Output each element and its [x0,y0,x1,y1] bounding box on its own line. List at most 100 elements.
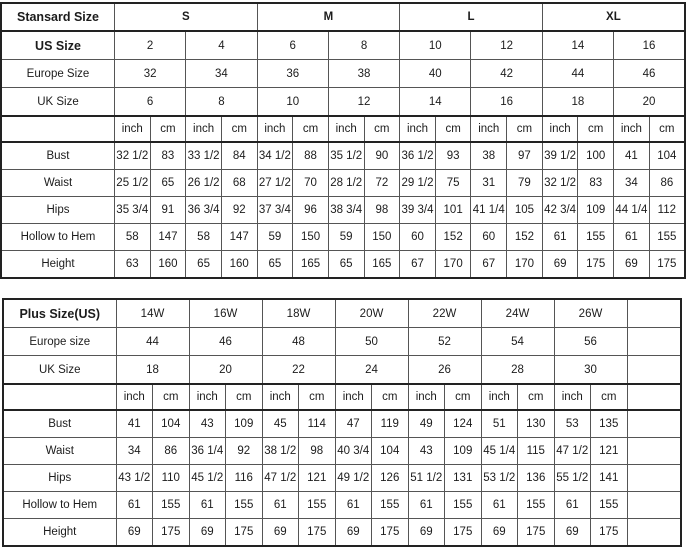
bust-cm-value: 104 [152,409,190,438]
waist-cm-value: 121 [590,437,628,465]
hips-cm-value: 121 [298,464,336,492]
height-cm-value: 175 [225,518,263,547]
unit-label-inch: inch [113,115,151,143]
hollow-to-hem-inch-value: 61 [334,491,372,519]
us-size-value: 14 [541,30,615,60]
waist-inch-value: 36 1/4 [188,437,226,465]
height-cm-value: 175 [298,518,336,547]
height-inch-value: 63 [113,250,151,279]
europe-size-value: 54 [480,327,555,356]
waist-inch-value: 34 [613,169,650,197]
table-header-row: Stansard Size S M L XL [0,2,686,32]
bust-cm-value: 93 [434,141,472,170]
europe-size-value: 34 [185,59,258,88]
measurement-row-hips: Hips 43 1/2 110 45 1/2 116 47 1/2 121 49 1/2 126… [2,464,682,492]
hollow-to-hem-inch-value: 61 [407,491,445,519]
uk-size-value: 6 [113,87,187,117]
height-cm-value: 165 [363,250,401,279]
hollow-to-hem-inch-value: 58 [185,223,222,251]
hips-cm-value: 92 [220,196,258,224]
height-inch-value: 67 [470,250,508,279]
height-cm-value: 175 [152,518,190,547]
plus-size-value: 14W [115,298,190,328]
corner-label: Stansard Size [0,2,115,32]
hips-cm-value: 110 [152,464,190,492]
unit-label-cm: cm [506,115,543,143]
height-inch-value: 69 [553,518,591,547]
unit-label-cm: cm [298,383,336,411]
hollow-to-hem-cm-value: 155 [444,491,482,519]
europe-size-value: 46 [613,59,686,88]
hips-inch-value: 36 3/4 [185,196,222,224]
unit-label-cm: cm [590,383,628,411]
hollow-to-hem-inch-value: 61 [188,491,226,519]
height-cm-value: 175 [648,250,686,279]
hollow-to-hem-inch-value: 60 [399,223,436,251]
hollow-to-hem-cm-value: 155 [648,223,686,251]
size-group-m: M [256,2,401,32]
height-cm-value: 175 [371,518,409,547]
bust-inch-value: 41 [613,141,650,170]
hollow-to-hem-cm-value: 155 [590,491,628,519]
height-inch-value: 69 [261,518,299,547]
bust-inch-value: 36 1/2 [399,141,436,170]
uk-size-row: UK Size 18 20 22 24 26 28 30 [2,355,682,385]
unit-label-inch: inch [480,383,518,411]
bust-inch-value: 35 1/2 [327,141,365,170]
hollow-to-hem-inch-value: 61 [261,491,299,519]
measurement-row-bust: Bust 32 1/2 83 33 1/2 84 34 1/2 88 35 1/2 90 36 1… [0,141,686,170]
waist-cm-value: 83 [577,169,615,197]
unit-label-inch: inch [256,115,294,143]
row-label-us-size: US Size [0,30,115,60]
hips-cm-value: 98 [363,196,401,224]
bust-inch-value: 45 [261,409,299,438]
unit-label-cm: cm [363,115,401,143]
hips-inch-value: 41 1/4 [470,196,508,224]
unit-label-inch: inch [541,115,579,143]
height-inch-value: 69 [541,250,579,279]
hollow-to-hem-inch-value: 61 [480,491,518,519]
uk-size-value: 26 [407,355,482,385]
waist-inch-value: 31 [470,169,508,197]
hips-inch-value: 51 1/2 [407,464,445,492]
waist-inch-value: 27 1/2 [256,169,294,197]
europe-spacer-cell [626,327,682,356]
hips-inch-value: 38 3/4 [327,196,365,224]
europe-size-value: 36 [256,59,329,88]
waist-inch-value: 32 1/2 [541,169,579,197]
us-size-value: 10 [399,30,472,60]
bust-cm-value: 83 [149,141,187,170]
hips-inch-value: 45 1/2 [188,464,226,492]
us-size-row: US Size 2 4 6 8 10 12 14 16 [0,30,686,60]
height-cm-value: 160 [220,250,258,279]
waist-cm-value: 75 [434,169,472,197]
bust-inch-value: 43 [188,409,226,438]
unit-label-cm: cm [220,115,258,143]
europe-size-value: 52 [407,327,482,356]
bust-cm-value: 135 [590,409,628,438]
bust-cm-value: 104 [648,141,686,170]
hips-inch-value: 53 1/2 [480,464,518,492]
height-cm-value: 175 [444,518,482,547]
europe-size-value: 40 [399,59,472,88]
hips-cm-value: 116 [225,464,263,492]
height-cm-value: 170 [434,250,472,279]
hips-cm-value: 101 [434,196,472,224]
uk-size-value: 16 [470,87,543,117]
waist-spacer-cell [626,437,682,465]
waist-cm-value: 79 [506,169,543,197]
row-label-europe-size: Europe Size [0,59,115,88]
measurement-row-bust: Bust 41 104 43 109 45 114 47 119 49 124 51 130 53 135 [2,409,682,438]
unit-label-cm: cm [517,383,555,411]
hips-inch-value: 39 3/4 [399,196,436,224]
unit-label-cm: cm [434,115,472,143]
waist-cm-value: 70 [292,169,329,197]
unit-row-blank-label [2,383,117,411]
measurement-row-height: Height 69 175 69 175 69 175 69 175 69 175 69 175 69 17… [2,518,682,547]
hollow-to-hem-cm-value: 155 [298,491,336,519]
unit-label-inch: inch [553,383,591,411]
waist-inch-value: 45 1/4 [480,437,518,465]
unit-label-inch: inch [613,115,650,143]
height-cm-value: 175 [577,250,615,279]
